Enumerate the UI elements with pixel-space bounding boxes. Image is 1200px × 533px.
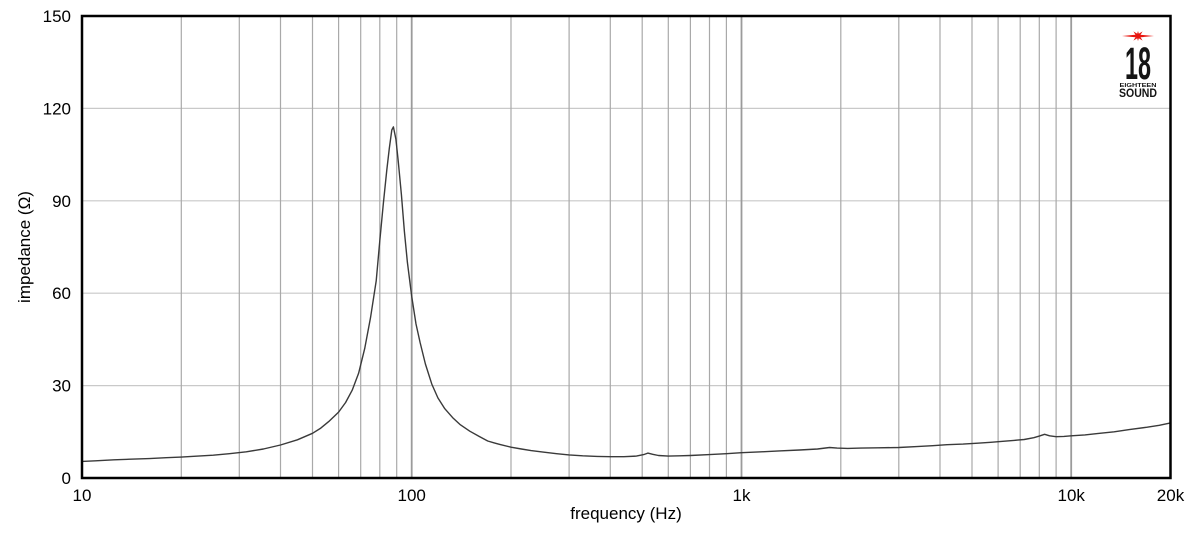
logo-name-eighteen: EIGHTEEN bbox=[1120, 83, 1157, 89]
impedance-curve bbox=[81, 126, 1172, 463]
y-tick-label: 150 bbox=[43, 7, 71, 26]
logo-name-sound: SOUND bbox=[1119, 86, 1157, 100]
y-axis-title: impedance (Ω) bbox=[15, 191, 34, 303]
grid-layer bbox=[82, 16, 1171, 478]
star-icon bbox=[1122, 31, 1154, 41]
x-tick-label: 10k bbox=[1057, 486, 1085, 505]
y-tick-labels: 0 30 60 90 120 150 bbox=[43, 7, 71, 488]
impedance-curve-path bbox=[81, 126, 1172, 463]
y-tick-label: 90 bbox=[52, 192, 71, 211]
y-tick-label: 30 bbox=[52, 377, 71, 396]
eighteen-sound-logo: 18 EIGHTEEN SOUND bbox=[1119, 31, 1157, 100]
x-tick-label: 10 bbox=[73, 486, 92, 505]
plot-frame bbox=[80, 14, 1172, 480]
logo-number: 18 bbox=[1125, 38, 1151, 89]
y-tick-label: 60 bbox=[52, 284, 71, 303]
x-tick-labels: 10 100 1k 10k 20k bbox=[73, 486, 1185, 505]
logo-star-icon bbox=[1122, 31, 1154, 41]
x-tick-label: 20k bbox=[1157, 486, 1185, 505]
y-tick-label: 120 bbox=[43, 99, 71, 118]
x-axis-title: frequency (Hz) bbox=[570, 504, 681, 523]
x-tick-label: 100 bbox=[398, 486, 426, 505]
y-tick-label: 0 bbox=[62, 469, 71, 488]
x-tick-label: 1k bbox=[733, 486, 751, 505]
